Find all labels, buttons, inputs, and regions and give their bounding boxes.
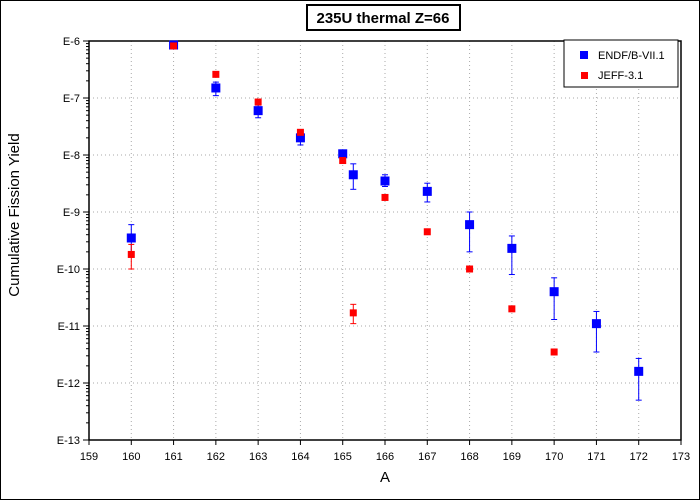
y-tick-label: E-9 <box>63 207 80 219</box>
legend-marker-endf <box>580 51 588 59</box>
y-axis-title: Cumulative Fission Yield <box>6 133 23 296</box>
y-tick-label: E-7 <box>63 93 80 105</box>
y-tick-label: E-11 <box>58 321 80 333</box>
data-point <box>253 106 263 116</box>
x-tick-label: 169 <box>503 451 521 463</box>
x-tick-label: 160 <box>122 451 140 463</box>
y-tick-label: E-6 <box>63 36 80 48</box>
y-tick-label: E-8 <box>63 150 80 162</box>
data-point <box>338 149 348 159</box>
data-point <box>508 305 516 313</box>
legend-label-jeff: JEFF-3.1 <box>598 70 643 82</box>
data-point <box>634 366 644 376</box>
chart-title: 235U thermal Z=66 <box>317 10 450 27</box>
x-tick-label: 172 <box>630 451 648 463</box>
data-point <box>126 233 136 243</box>
data-point <box>349 309 357 317</box>
data-point <box>549 287 559 297</box>
grid <box>89 41 681 440</box>
data-point <box>348 170 358 180</box>
data-point <box>466 265 474 273</box>
x-tick-label: 170 <box>545 451 563 463</box>
data-point <box>254 98 262 106</box>
y-tick-label: E-10 <box>57 264 80 276</box>
data-point <box>423 228 431 236</box>
axes: 159 160 161 162 163 164 165 166 167 168 169 170 171 1… <box>57 36 690 463</box>
data-point <box>422 186 432 196</box>
title-box: 235U thermal Z=66 <box>306 4 461 31</box>
x-tick-label: 163 <box>249 451 267 463</box>
data-point <box>550 348 558 356</box>
data-point <box>295 133 305 143</box>
data-point <box>591 319 601 329</box>
series-1 <box>127 42 558 356</box>
y-tick-label: E-12 <box>57 378 80 390</box>
data-series <box>126 40 644 401</box>
data-point <box>127 250 135 258</box>
legend: ENDF/B-VII.1 JEFF-3.1 <box>563 39 679 88</box>
data-point <box>380 176 390 186</box>
x-tick-label: 165 <box>334 451 352 463</box>
data-point <box>339 157 347 165</box>
x-tick-label: 173 <box>672 451 690 463</box>
plot-background <box>89 41 681 440</box>
legend-label-endf: ENDF/B-VII.1 <box>598 50 665 62</box>
data-point <box>212 70 220 78</box>
x-tick-label: 167 <box>418 451 436 463</box>
x-tick-label: 171 <box>587 451 605 463</box>
y-tick-label: E-13 <box>57 435 80 447</box>
x-tick-label: 161 <box>164 451 182 463</box>
x-tick-label: 162 <box>207 451 225 463</box>
data-point <box>211 83 221 93</box>
legend-marker-jeff <box>581 72 588 79</box>
x-tick-label: 168 <box>460 451 478 463</box>
data-point <box>170 42 178 50</box>
data-point <box>465 220 475 230</box>
data-point <box>507 243 517 253</box>
x-tick-label: 166 <box>376 451 394 463</box>
x-tick-label: 164 <box>291 451 309 463</box>
x-tick-label: 159 <box>80 451 98 463</box>
plot-border <box>88 40 682 441</box>
data-point <box>381 193 389 201</box>
x-axis-title: A <box>380 469 390 486</box>
data-point <box>296 128 304 136</box>
